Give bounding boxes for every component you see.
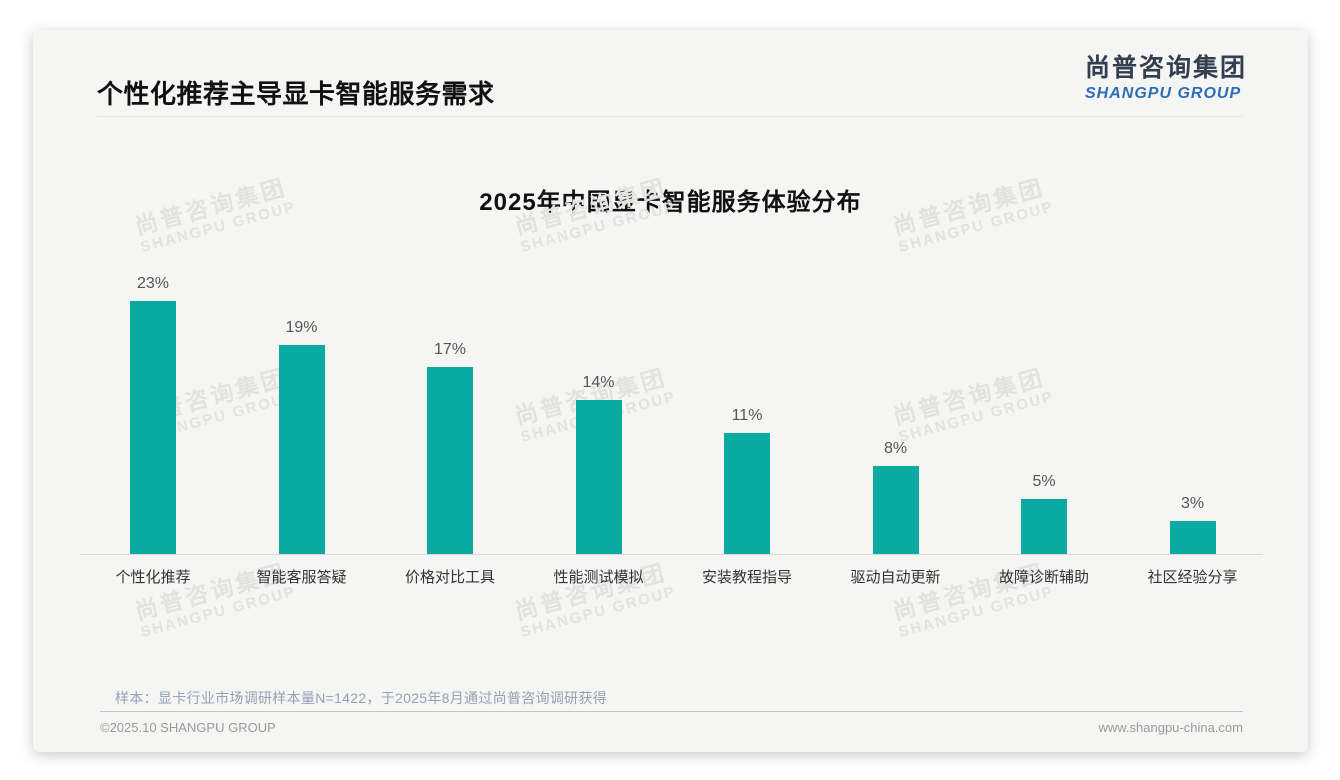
copyright-text: ©2025.10 SHANGPU GROUP xyxy=(100,720,276,735)
bar-value-label: 3% xyxy=(1180,495,1205,512)
bar-category-label: 智能客服答疑 xyxy=(256,569,347,586)
bar: 5% xyxy=(1021,473,1067,554)
bar-category-label: 驱动自动更新 xyxy=(850,569,941,586)
bar-value-label: 17% xyxy=(433,341,467,358)
bar: 8% xyxy=(872,440,919,554)
sample-note: 样本：显卡行业市场调研样本量N=1422，于2025年8月通过尚普咨询调研获得 xyxy=(115,690,608,706)
slide-card: 个性化推荐主导显卡智能服务需求 尚普咨询集团 SHANGPU GROUP 202… xyxy=(33,30,1308,752)
chart-title: 2025年中国显卡智能服务体验分布 xyxy=(479,189,862,216)
bar-chart: 尚普咨询集团 SHANGPU GROUP 尚普咨询集团 SHANGPU GROUP 尚普… xyxy=(33,30,1308,752)
logo-english-text: SHANGPU GROUP xyxy=(1085,84,1242,102)
bar: 23% xyxy=(130,275,176,554)
bar-value-label: 8% xyxy=(883,440,908,457)
website-text: www.shangpu-china.com xyxy=(1098,720,1243,735)
x-axis-line xyxy=(80,554,1263,555)
bar-category-label: 性能测试模拟 xyxy=(553,569,644,586)
bar-value-label: 23% xyxy=(136,275,170,292)
brand-watermark: 尚普咨询集团 SHANGPU GROUP xyxy=(512,173,678,257)
brand-watermark: 尚普咨询集团 SHANGPU GROUP xyxy=(890,363,1056,447)
bar-category-label: 安装教程指导 xyxy=(701,569,792,586)
page-title: 个性化推荐主导显卡智能服务需求 xyxy=(97,79,495,109)
bar-value-label: 19% xyxy=(285,319,318,336)
bar-category-label: 价格对比工具 xyxy=(404,569,495,586)
bar-value-label: 5% xyxy=(1032,473,1056,490)
footer-divider xyxy=(100,711,1243,712)
logo-chinese-text: 尚普咨询集团 xyxy=(1085,54,1248,82)
brand-watermark: 尚普咨询集团 SHANGPU GROUP xyxy=(132,173,298,257)
company-logo: 尚普咨询集团 SHANGPU GROUP xyxy=(1085,54,1248,102)
bar-category-label: 个性化推荐 xyxy=(115,569,191,586)
bar: 11% xyxy=(724,407,770,554)
bar: 14% xyxy=(575,374,622,554)
bar-value-label: 11% xyxy=(731,407,763,424)
bar-category-label: 故障诊断辅助 xyxy=(998,569,1089,586)
brand-watermark: 尚普咨询集团 SHANGPU GROUP xyxy=(890,173,1056,257)
bar-category-label: 社区经验分享 xyxy=(1147,569,1238,586)
bar: 17% xyxy=(427,341,473,554)
bar-value-label: 14% xyxy=(582,374,615,391)
bar: 19% xyxy=(278,319,325,554)
title-divider xyxy=(97,116,1243,117)
bar: 3% xyxy=(1169,495,1216,554)
